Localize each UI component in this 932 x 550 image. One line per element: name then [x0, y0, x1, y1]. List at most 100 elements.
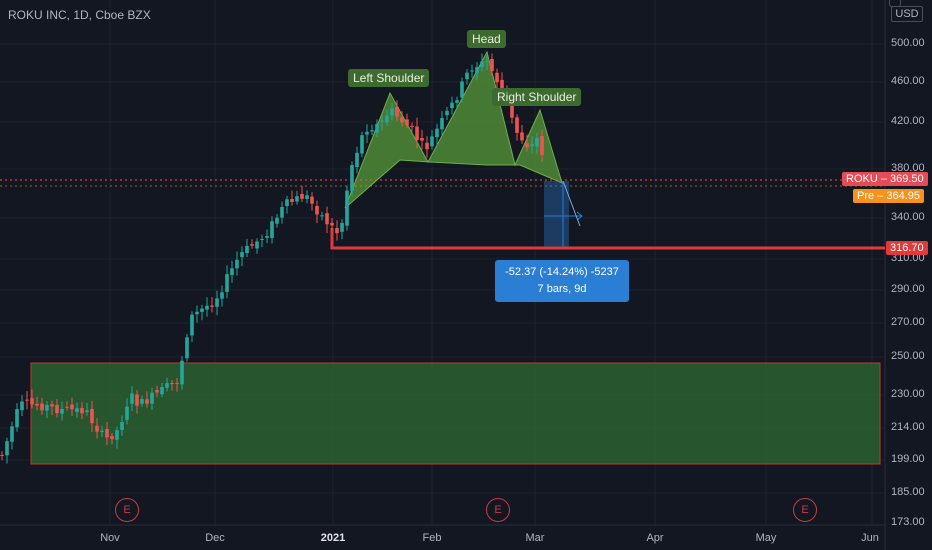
head-label[interactable]: Head [467, 30, 506, 48]
candle-body [135, 394, 139, 406]
candle-body [205, 305, 209, 310]
pre-market-label: Pre [857, 190, 875, 202]
candle-body [150, 392, 154, 404]
candle-body [130, 393, 134, 404]
candle-body [95, 425, 99, 432]
candle-body [350, 165, 354, 191]
candle-body [365, 131, 369, 135]
price-tick: 250.00 [891, 350, 925, 362]
price-tick: 290.00 [891, 283, 925, 295]
candle-body [290, 199, 294, 203]
time-tick: 2021 [320, 532, 346, 544]
earnings-marker[interactable]: E [115, 498, 139, 522]
candle-body [525, 143, 529, 148]
candle-body [60, 409, 64, 414]
candle-body [470, 70, 474, 72]
candle-body [115, 430, 119, 440]
candle-body [65, 406, 69, 408]
candle-body [105, 429, 109, 438]
candle-body [275, 217, 279, 224]
candle-body [220, 292, 224, 299]
earnings-marker[interactable]: E [486, 498, 510, 522]
candle-body [75, 408, 79, 412]
candle-body [340, 222, 344, 232]
candle-body [300, 193, 304, 199]
candle-body [35, 403, 39, 406]
candle-body [40, 403, 44, 411]
candle-body [435, 128, 439, 138]
candle-body [190, 314, 194, 336]
candle-body [495, 72, 499, 83]
candle-body [265, 236, 269, 238]
candle-body [465, 72, 469, 80]
candle-body [460, 81, 464, 98]
candle-body [325, 213, 329, 225]
symbol-tag-label: ROKU [846, 173, 878, 185]
candle-body [430, 136, 434, 147]
candle-body [15, 409, 19, 428]
earnings-marker[interactable]: E [793, 498, 817, 522]
candle-body [345, 190, 349, 226]
last-price-value: 369.50 [890, 173, 924, 185]
time-tick: Mar [525, 532, 545, 544]
right-shoulder-label[interactable]: Right Shoulder [492, 88, 582, 106]
candle-body [0, 454, 4, 456]
candle-body [285, 199, 289, 206]
time-tick: Jun [861, 532, 879, 544]
candle-body [535, 138, 539, 147]
candle-body [250, 244, 254, 246]
measure-duration: 7 bars, 9d [537, 283, 587, 295]
time-tick: Feb [422, 532, 442, 544]
candle-body [520, 132, 524, 141]
candle-body [450, 102, 454, 109]
candle-body [500, 79, 504, 90]
candle-body [180, 360, 184, 385]
candle-body [230, 268, 234, 276]
candle-body [185, 337, 189, 359]
measure-info-box[interactable]: -52.37 (-14.24%) -5237 7 bars, 9d [495, 260, 629, 302]
candle-body [280, 207, 284, 218]
price-tick: 199.00 [891, 453, 925, 465]
candle-body [245, 245, 249, 254]
pre-market-value: 364.95 [886, 190, 921, 202]
candle-body [390, 108, 394, 116]
candle-body [385, 115, 389, 123]
candle-body [85, 410, 89, 412]
candle-body [10, 426, 14, 442]
candle-body [310, 196, 314, 204]
candle-body [45, 405, 49, 411]
candle-body [5, 441, 9, 456]
target-line [330, 228, 885, 250]
candle-body [455, 100, 459, 103]
candle-body [510, 101, 514, 118]
candle-body [315, 205, 319, 215]
candle-body [25, 399, 29, 401]
candle-body [120, 422, 124, 430]
candle-body [375, 124, 379, 133]
candle-body [415, 126, 419, 140]
candle-body [165, 383, 169, 388]
measure-change: -52.37 (-14.24%) -5237 [505, 266, 619, 278]
candle-body [530, 144, 534, 147]
time-tick: Dec [205, 532, 225, 544]
currency-label[interactable]: USD [891, 6, 923, 22]
candle-body [200, 308, 204, 312]
candle-body [305, 195, 309, 200]
symbol-title[interactable]: ROKU INC, 1D, Cboe BZX [8, 8, 151, 22]
candle-body [490, 58, 494, 72]
candle-body [30, 398, 34, 405]
candle-body [50, 404, 54, 407]
candle-body [155, 390, 159, 393]
candle-body [235, 259, 239, 269]
left-shoulder-label[interactable]: Left Shoulder [348, 69, 430, 87]
candle-body [380, 120, 384, 122]
time-tick: Apr [646, 532, 664, 544]
candle-body [355, 152, 359, 168]
candle-body [70, 404, 74, 410]
candle-body [255, 241, 259, 249]
candle-body [485, 61, 489, 63]
price-tick: 173.00 [891, 516, 925, 528]
candle-body [480, 61, 484, 68]
